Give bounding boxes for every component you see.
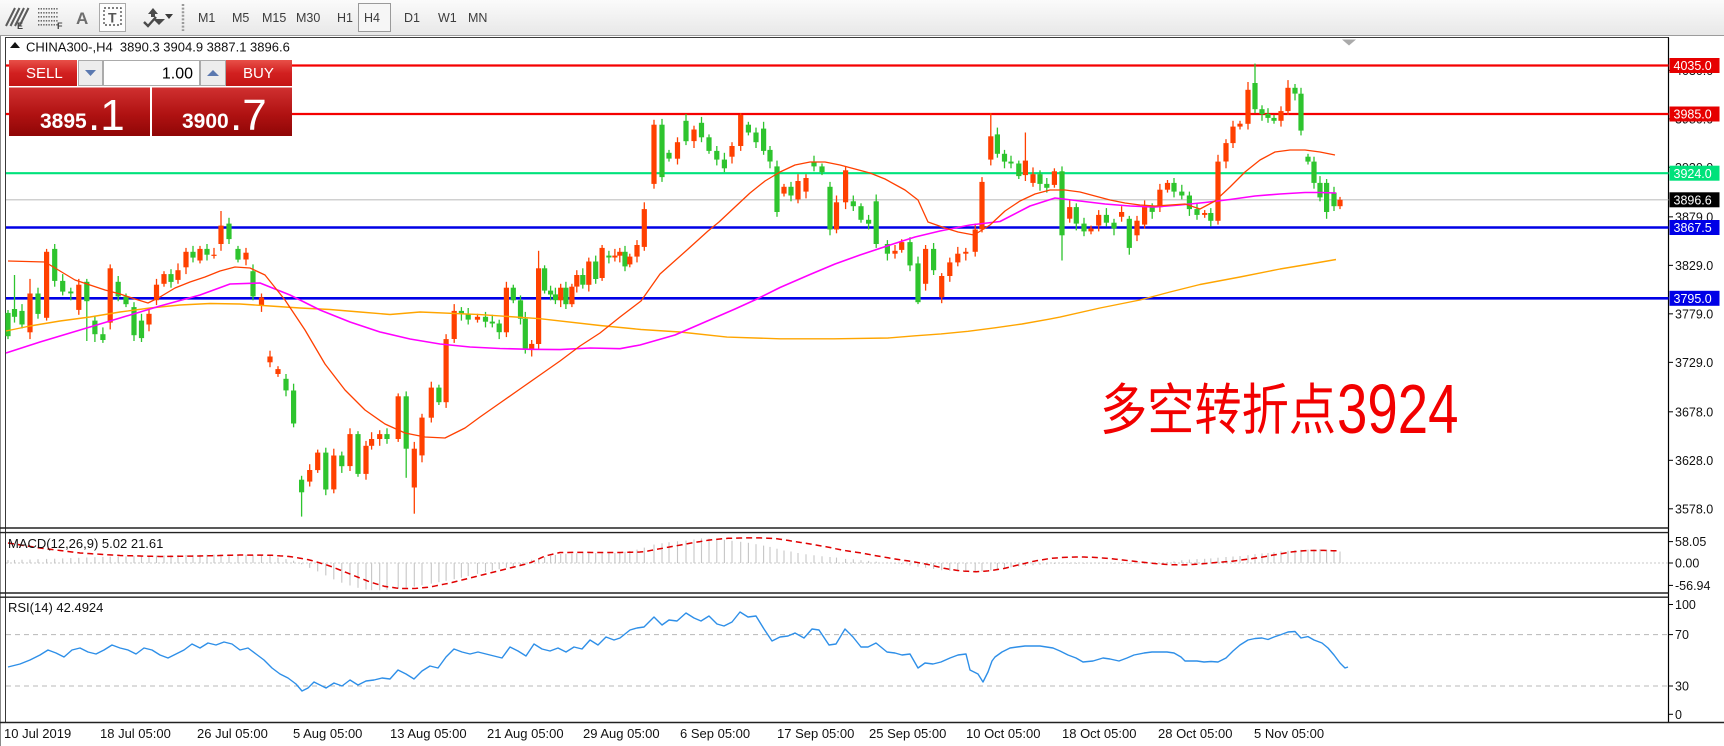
svg-text:3678.0: 3678.0 bbox=[1675, 405, 1713, 419]
svg-text:6 Sep 05:00: 6 Sep 05:00 bbox=[680, 726, 750, 741]
svg-text:100: 100 bbox=[1675, 598, 1696, 612]
svg-text:3795.0: 3795.0 bbox=[1674, 292, 1712, 306]
svg-text:M5: M5 bbox=[232, 11, 249, 25]
svg-text:W1: W1 bbox=[438, 11, 457, 25]
svg-text:0.00: 0.00 bbox=[1675, 557, 1699, 571]
svg-text:3628.0: 3628.0 bbox=[1675, 454, 1713, 468]
svg-text:21 Aug 05:00: 21 Aug 05:00 bbox=[487, 726, 564, 741]
svg-text:T: T bbox=[108, 10, 117, 26]
svg-text:SELL: SELL bbox=[26, 65, 63, 82]
svg-text:-56.94: -56.94 bbox=[1675, 579, 1710, 593]
svg-text:58.05: 58.05 bbox=[1675, 535, 1706, 549]
svg-text:.1: .1 bbox=[88, 91, 125, 140]
svg-text:MACD(12,26,9) 5.02 21.61: MACD(12,26,9) 5.02 21.61 bbox=[8, 536, 163, 551]
svg-text:28 Oct 05:00: 28 Oct 05:00 bbox=[1158, 726, 1232, 741]
svg-text:70: 70 bbox=[1675, 628, 1689, 642]
svg-text:1.00: 1.00 bbox=[162, 66, 193, 83]
svg-text:25 Sep 05:00: 25 Sep 05:00 bbox=[869, 726, 946, 741]
svg-text:17 Sep 05:00: 17 Sep 05:00 bbox=[777, 726, 854, 741]
svg-text:F: F bbox=[57, 21, 63, 31]
svg-text:5 Aug 05:00: 5 Aug 05:00 bbox=[293, 726, 362, 741]
svg-text:13 Aug 05:00: 13 Aug 05:00 bbox=[390, 726, 467, 741]
svg-text:3985.0: 3985.0 bbox=[1674, 108, 1712, 122]
svg-text:3829.0: 3829.0 bbox=[1675, 259, 1713, 273]
svg-text:M15: M15 bbox=[262, 11, 286, 25]
svg-text:H1: H1 bbox=[337, 11, 353, 25]
svg-text:3578.0: 3578.0 bbox=[1675, 502, 1713, 516]
svg-text:H4: H4 bbox=[364, 11, 380, 25]
svg-text:5 Nov 05:00: 5 Nov 05:00 bbox=[1254, 726, 1324, 741]
svg-text:3867.5: 3867.5 bbox=[1674, 221, 1712, 235]
svg-text:RSI(14) 42.4924: RSI(14) 42.4924 bbox=[8, 600, 103, 615]
svg-text:M30: M30 bbox=[296, 11, 320, 25]
svg-text:3729.0: 3729.0 bbox=[1675, 356, 1713, 370]
svg-text:3896.6: 3896.6 bbox=[1674, 194, 1712, 208]
svg-text:M1: M1 bbox=[198, 11, 215, 25]
svg-text:D1: D1 bbox=[404, 11, 420, 25]
svg-text:10 Oct 05:00: 10 Oct 05:00 bbox=[966, 726, 1040, 741]
svg-text:0: 0 bbox=[1675, 708, 1682, 722]
svg-text:3900: 3900 bbox=[182, 110, 229, 133]
svg-text:.7: .7 bbox=[230, 91, 267, 140]
svg-text:CHINA300-,H4 3890.3 3904.9 38: CHINA300-,H4 3890.3 3904.9 3887.1 3896.6 bbox=[26, 40, 290, 55]
svg-text:A: A bbox=[76, 9, 88, 28]
svg-text:MN: MN bbox=[468, 11, 487, 25]
svg-text:3895: 3895 bbox=[40, 110, 87, 133]
svg-text:3924: 3924 bbox=[1337, 371, 1458, 449]
svg-text:10 Jul 2019: 10 Jul 2019 bbox=[4, 726, 71, 741]
svg-text:3924.0: 3924.0 bbox=[1674, 167, 1712, 181]
svg-text:4035.0: 4035.0 bbox=[1674, 59, 1712, 73]
svg-text:BUY: BUY bbox=[243, 65, 274, 82]
svg-text:30: 30 bbox=[1675, 680, 1689, 694]
svg-text:E: E bbox=[17, 21, 23, 31]
svg-text:18 Jul 05:00: 18 Jul 05:00 bbox=[100, 726, 171, 741]
svg-text:29 Aug 05:00: 29 Aug 05:00 bbox=[583, 726, 660, 741]
svg-text:3779.0: 3779.0 bbox=[1675, 307, 1713, 321]
svg-text:26 Jul 05:00: 26 Jul 05:00 bbox=[197, 726, 268, 741]
svg-text:18 Oct 05:00: 18 Oct 05:00 bbox=[1062, 726, 1136, 741]
